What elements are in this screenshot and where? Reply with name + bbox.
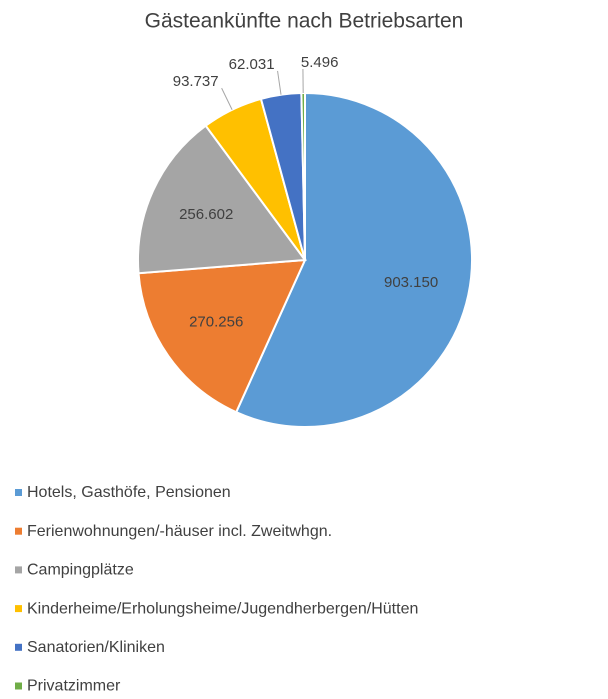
legend-label: Hotels, Gasthöfe, Pensionen — [27, 484, 231, 501]
legend-label: Campingplätze — [27, 562, 134, 579]
legend-swatch — [15, 605, 22, 613]
legend-label: Privatzimmer — [27, 678, 121, 695]
chart-title: Gästeankünfte nach Betriebsarten — [145, 10, 464, 33]
data-label: 270.256 — [189, 313, 243, 330]
pie-slice — [137, 124, 307, 275]
pie-slice — [137, 258, 307, 414]
legend-swatch — [15, 489, 22, 496]
pie-slice — [234, 91, 473, 428]
data-label: 903.150 — [384, 274, 438, 291]
legend-label: Ferienwohnungen/-häuser incl. Zweitwhgn. — [27, 523, 332, 540]
data-label: 256.602 — [179, 206, 233, 223]
legend-label: Kinderheime/Erholungsheime/Jugendherberg… — [27, 600, 418, 617]
leader-line — [277, 70, 282, 95]
legend-swatch — [15, 527, 22, 535]
legend-swatch — [15, 682, 22, 690]
legend-label: Sanatorien/Kliniken — [27, 639, 165, 656]
legend-swatch — [15, 566, 22, 574]
legend-swatch — [15, 643, 22, 651]
data-label: 62.031 — [229, 56, 275, 73]
leader-line — [221, 87, 233, 110]
data-label: 93.737 — [173, 73, 219, 90]
data-label: 5.496 — [301, 54, 339, 71]
